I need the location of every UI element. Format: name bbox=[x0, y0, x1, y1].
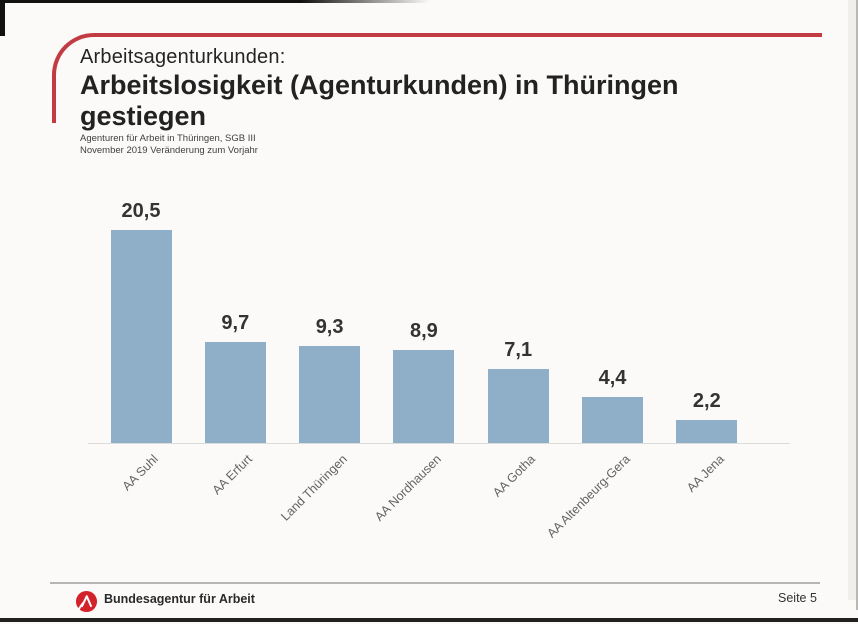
bar-value-label: 4,4 bbox=[598, 367, 627, 389]
bar-value-label: 9,3 bbox=[315, 316, 344, 338]
scan-artifact-left bbox=[0, 0, 5, 36]
page-title: Arbeitslosigkeit (Agenturkunden) in Thür… bbox=[80, 70, 679, 132]
chart-source-line1: Agenturen für Arbeit in Thüringen, SGB I… bbox=[80, 133, 256, 144]
bar-value-label: 9,7 bbox=[221, 312, 250, 334]
footer-divider bbox=[50, 582, 820, 584]
bar bbox=[582, 397, 643, 443]
page-title-line2: gestiegen bbox=[80, 101, 207, 131]
accent-bracket bbox=[52, 33, 822, 123]
bar bbox=[204, 342, 266, 443]
bar bbox=[110, 230, 172, 443]
scan-artifact-right bbox=[856, 0, 858, 610]
page-title-line1: Arbeitslosigkeit (Agenturkunden) in Thür… bbox=[80, 70, 679, 100]
page-number: Seite 5 bbox=[778, 591, 817, 605]
chart-source-note: Agenturen für Arbeit in Thüringen, SGB I… bbox=[80, 133, 258, 157]
bar bbox=[487, 369, 549, 443]
bar-value-label: 20,5 bbox=[121, 200, 161, 222]
bar bbox=[676, 420, 738, 443]
kicker-text: Arbeitsagenturkunden: bbox=[80, 46, 286, 68]
bar bbox=[299, 346, 361, 443]
scan-artifact-top bbox=[0, 0, 430, 3]
bar-value-label: 7,1 bbox=[504, 339, 533, 361]
bar bbox=[393, 350, 455, 443]
chart-source-line2: November 2019 Veränderung zum Vorjahr bbox=[80, 145, 258, 156]
scan-edge-shadow bbox=[848, 0, 856, 600]
scan-artifact-bottom bbox=[0, 618, 858, 622]
footer-org-name: Bundesagentur für Arbeit bbox=[104, 592, 255, 606]
bar-value-label: 8,9 bbox=[409, 320, 438, 342]
bar-value-label: 2,2 bbox=[692, 390, 721, 412]
bundesagentur-logo-icon bbox=[75, 590, 98, 613]
x-axis-line bbox=[88, 443, 790, 444]
